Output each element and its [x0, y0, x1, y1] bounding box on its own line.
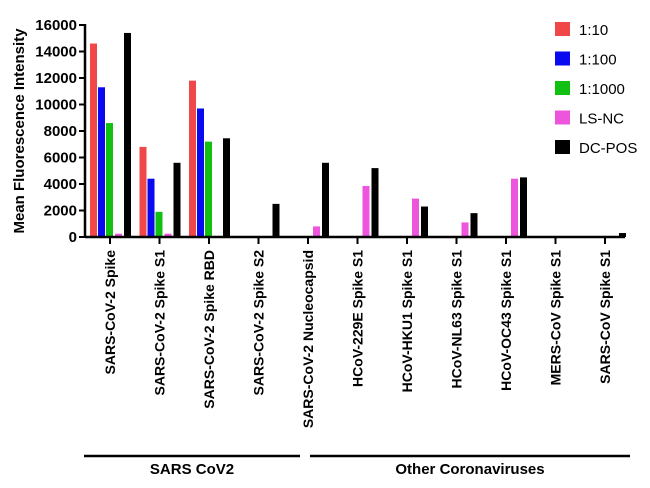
bar-ls-nc-4: [313, 226, 320, 237]
legend-swatch: [555, 22, 570, 36]
bar-dc-pos-1: [173, 162, 181, 237]
legend-label: DC-POS: [579, 140, 637, 157]
x-tick-label: SARS-CoV-2 Spike S2: [251, 250, 267, 396]
bars: [90, 32, 626, 238]
y-tick-label: 16000: [35, 17, 77, 34]
legend-label: LS-NC: [579, 111, 624, 128]
x-tick-label: SARS-CoV Spike S1: [597, 250, 613, 384]
bar-dc-pos-8: [520, 177, 527, 237]
x-tick-label: SARS-CoV-2 Spike: [102, 250, 118, 375]
bar-1-1000-0: [106, 123, 113, 237]
x-tick-label: MERS-CoV Spike S1: [548, 250, 564, 386]
legend-label: 1:100: [579, 52, 617, 69]
bar-ls-nc-7: [461, 222, 469, 237]
bar-1-10-2: [189, 80, 196, 238]
bar-1-100-1: [147, 178, 155, 237]
x-tick-label: SARS-CoV-2 Nucleocapsid: [300, 250, 316, 428]
y-axis-title: Mean Fluorescence Intensity: [11, 28, 28, 234]
y-tick-label: 6000: [44, 150, 77, 167]
y-tick-label: 10000: [35, 97, 77, 114]
bar-ls-nc-0: [115, 233, 122, 237]
bar-1-10-1: [139, 146, 147, 237]
y-tick-label: 4000: [44, 176, 77, 193]
bar-dc-pos-0: [124, 32, 131, 238]
bar-dc-pos-7: [470, 213, 478, 237]
legend-swatch: [555, 140, 570, 154]
group-label: Other Coronaviruses: [395, 461, 544, 478]
y-tick-label: 8000: [44, 123, 77, 140]
bar-ls-nc-8: [511, 178, 518, 237]
bar-dc-pos-6: [421, 206, 428, 237]
bar-1-100-0: [98, 87, 105, 238]
y-tick-label: 0: [69, 229, 77, 246]
bar-dc-pos-2: [223, 138, 230, 237]
x-tick-label: HCoV-229E Spike S1: [350, 250, 366, 387]
legend-label: 1:10: [579, 22, 608, 39]
bar-dc-pos-4: [322, 162, 329, 237]
bar-1-1000-2: [205, 141, 212, 237]
bar-dc-pos-3: [272, 203, 280, 237]
legend-swatch: [555, 110, 570, 125]
category-groups: SARS CoV2 Other Coronaviruses: [84, 454, 630, 478]
bar-1-100-2: [197, 108, 204, 237]
legend-label: 1:1000: [579, 81, 625, 98]
bar-ls-nc-5: [362, 185, 370, 237]
x-tick-label: SARS-CoV-2 Spike RBD: [201, 250, 217, 409]
legend-swatch: [555, 51, 570, 66]
y-axis-ticks: 0 2000 4000 6000 8000 10000 12000 14000 16000: [35, 17, 85, 246]
y-tick-label: 14000: [35, 44, 77, 61]
legend: 1:10 1:100 1:1000 LS-NC DC-POS: [555, 22, 637, 157]
bar-dc-pos-10: [619, 233, 626, 237]
bar-ls-nc-1: [164, 233, 172, 237]
x-tick-label: SARS-CoV-2 Spike S1: [152, 250, 168, 396]
group-label: SARS CoV2: [150, 461, 234, 478]
x-axis-labels: SARS-CoV-2 Spike SARS-CoV-2 Spike S1 SARS-…: [102, 237, 613, 428]
x-tick-label: HCoV-OC43 Spike S1: [498, 250, 514, 391]
y-tick-label: 12000: [35, 70, 77, 87]
x-tick-label: HCoV-NL63 Spike S1: [449, 250, 465, 389]
bar-ls-nc-6: [412, 198, 419, 237]
bar-dc-pos-5: [371, 168, 379, 237]
bar-1-10-0: [90, 43, 97, 237]
legend-swatch: [555, 81, 570, 95]
y-tick-label: 2000: [44, 203, 77, 220]
bar-1-1000-1: [155, 211, 163, 237]
x-tick-label: HCoV-HKU1 Spike S1: [399, 250, 415, 393]
axes: [83, 24, 625, 239]
